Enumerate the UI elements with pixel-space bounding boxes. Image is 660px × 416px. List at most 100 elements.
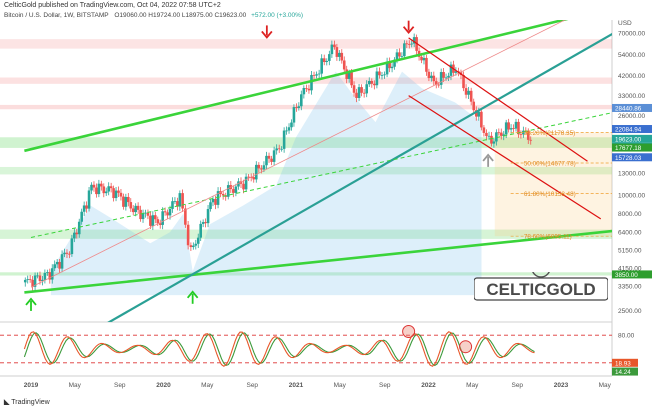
candle-body [322,58,326,63]
candle-body [216,191,220,205]
candle-body [375,71,379,86]
price-tag [612,125,652,134]
candle-body [146,212,150,216]
x-tick-label: Sep [246,382,258,389]
candle-body [444,77,448,79]
candle-body [176,201,179,207]
price-tag-label: 3850.00 [615,272,638,279]
candle-body [237,181,240,187]
candle-body [43,272,47,280]
candle-body [342,60,346,70]
candle-body [141,213,145,220]
change-value: +572.00 (+3.00%) [251,12,304,19]
candle-body [526,130,530,140]
stoch-value-tag [612,358,638,367]
fib-label: 61.80%(10158.48) [524,191,576,198]
price-tag-label: 19623.00 [615,136,642,143]
candle-body [529,139,533,141]
tradingview-footer[interactable]: ◣ TradingView [4,398,50,406]
candle-body [492,141,496,144]
candle-body [26,279,30,280]
candle-body [60,254,64,269]
x-tick-label: 2019 [24,382,39,389]
x-tick-label: May [466,382,479,389]
support-zone-18k [0,137,612,148]
candle-body [260,168,263,170]
candle-body [509,128,513,130]
candle-body [77,221,81,235]
candle-body [300,94,303,107]
candle-body [149,215,152,226]
x-tick-label: 2022 [421,382,436,389]
candle-body [427,71,431,79]
candle-body [204,222,207,224]
price-tag [612,143,652,152]
candle-body [367,80,371,85]
candle-body [50,268,54,280]
symbol-info: Bitcoin / U.S. Dollar, 1W, BITSTAMP O190… [4,12,303,19]
candle-body [46,272,49,273]
candle-body [80,211,83,222]
dashed-trendline [30,112,612,238]
y-tick-label: 4150.00 [618,266,642,273]
candle-body [239,181,243,184]
x-tick-label: May [201,382,214,389]
candle-body [117,190,120,193]
candle-body [390,66,394,69]
candle-body [315,74,318,76]
candle-body [196,237,200,244]
fib-label: 50.00%(14677.78) [524,161,576,168]
x-tick-label: 2021 [289,382,304,389]
gray-arrow-icon [482,153,494,167]
candle-body [365,84,369,94]
candle-body [467,90,470,95]
candle-body [502,134,506,136]
candle-body [201,222,205,224]
candle-body [355,92,358,98]
x-tick-label: May [599,382,612,389]
candle-body [395,52,399,60]
candle-body [129,202,133,209]
y-tick-label: 8000.00 [618,211,642,218]
candle-body [114,190,118,199]
candle-body [454,71,458,73]
stoch-pane-background [0,322,612,376]
candle-body [482,127,486,133]
y-tick-label: 10000.00 [618,192,645,199]
candle-body [247,176,250,178]
candle-body [403,43,406,57]
candle-body [73,232,76,239]
candle-body [350,72,353,86]
candle-body [131,208,135,213]
candle-body [23,279,27,283]
candle-body [360,87,363,93]
candle-body [285,130,288,132]
candle-body [497,132,501,134]
stoch-d-line [23,332,535,367]
top-arrow-2-icon [402,20,415,35]
price-tag [612,134,652,143]
candle-body [262,165,266,170]
candle-body [373,83,376,86]
x-tick-label: 2020 [156,382,171,389]
candle-body [206,209,210,224]
price-tag-label: 22084.94 [615,127,642,134]
y-tick-label: 54000.00 [618,52,645,59]
price-tag [612,270,652,279]
candle-body [192,245,195,248]
symbol-label: Bitcoin / U.S. Dollar, 1W, BITSTAMP [4,12,109,19]
candle-body [254,164,258,180]
candle-body [290,122,293,128]
candle-body [55,261,59,265]
candle-body [449,64,453,76]
candle-body [487,135,491,137]
candle-body [58,261,61,269]
candle-body [370,80,374,84]
arrow-head [261,30,273,39]
candle-body [405,43,409,45]
candle-body [95,187,98,195]
candle-body [317,73,321,75]
candle-body [499,132,503,136]
